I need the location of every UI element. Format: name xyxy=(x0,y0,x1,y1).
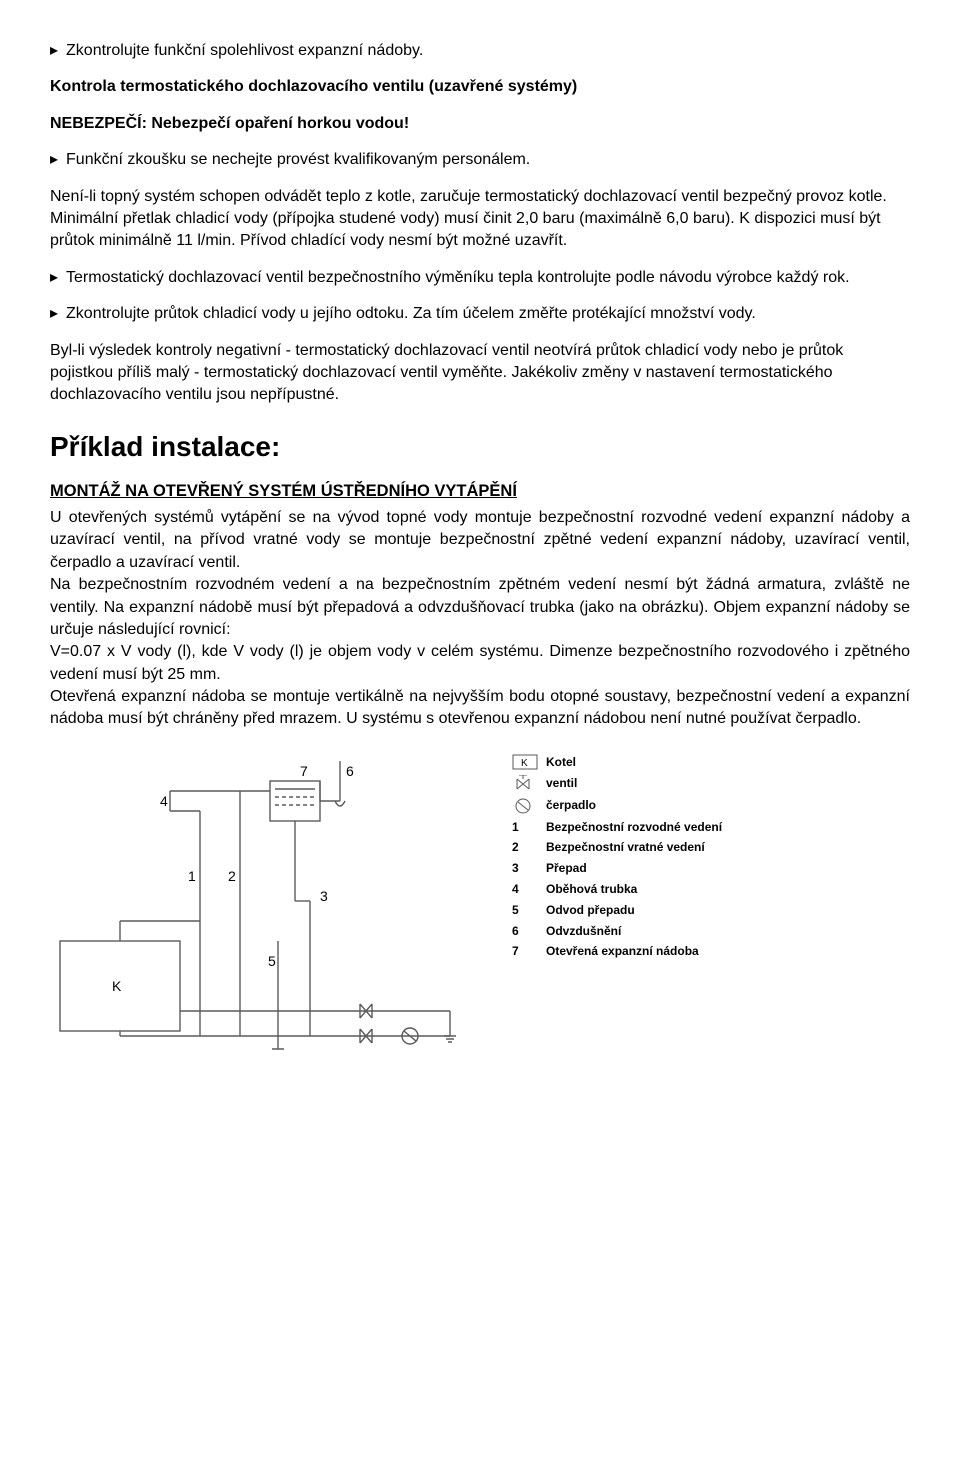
legend-label: Kotel xyxy=(546,753,728,772)
bullet-item: ▸ Zkontrolujte funkční spolehlivost expan… xyxy=(50,40,910,62)
legend-row: čerpadlo xyxy=(512,796,728,816)
heading-danger: NEBEZPEČÍ: Nebezpečí opaření horkou vodo… xyxy=(50,113,910,135)
legend-label: Odvzdušnění xyxy=(546,922,728,941)
legend-label: Otevřená expanzní nádoba xyxy=(546,942,728,961)
legend-row: 7Otevřená expanzní nádoba xyxy=(512,942,728,961)
legend-no: 6 xyxy=(512,922,544,941)
heading-example: Příklad instalace: xyxy=(50,427,910,466)
bullet-icon: ▸ xyxy=(50,40,58,62)
legend-no: 7 xyxy=(512,942,544,961)
svg-text:1: 1 xyxy=(188,868,196,884)
bullet-item: ▸ Funkční zkoušku se nechejte provést kva… xyxy=(50,149,910,171)
legend-no: 5 xyxy=(512,901,544,920)
legend-icon-boiler: K xyxy=(512,753,544,772)
legend-label: čerpadlo xyxy=(546,796,728,816)
legend-row: 1Bezpečnostní rozvodné vedení xyxy=(512,818,728,837)
bullet-text: Zkontrolujte funkční spolehlivost expanz… xyxy=(66,42,423,59)
legend-label: Oběhová trubka xyxy=(546,880,728,899)
legend-row: 4Oběhová trubka xyxy=(512,880,728,899)
legend-row: 5Odvod přepadu xyxy=(512,901,728,920)
legend-row: ventil xyxy=(512,774,728,794)
svg-text:2: 2 xyxy=(228,868,236,884)
paragraph: Na bezpečnostním rozvodném vedení a na b… xyxy=(50,574,910,641)
legend-row: 2Bezpečnostní vratné vedení xyxy=(512,838,728,857)
legend-no: 3 xyxy=(512,859,544,878)
legend-row: K Kotel xyxy=(512,753,728,772)
legend-label: Přepad xyxy=(546,859,728,878)
heading-section: MONTÁŽ NA OTEVŘENÝ SYSTÉM ÚSTŘEDNÍHO VYT… xyxy=(50,480,910,503)
paragraph: Byl-li výsledek kontroly negativní - ter… xyxy=(50,340,910,407)
svg-text:5: 5 xyxy=(268,953,276,969)
bullet-item: ▸ Zkontrolujte průtok chladicí vody u jej… xyxy=(50,303,910,325)
legend-label: Odvod přepadu xyxy=(546,901,728,920)
diagram-row: K 1 2 3 4 5 6 7 K Kotel xyxy=(50,751,910,1051)
legend-row: 3Přepad xyxy=(512,859,728,878)
bullet-text: Termostatický dochlazovací ventil bezpeč… xyxy=(66,269,850,286)
legend-row: 6Odvzdušnění xyxy=(512,922,728,941)
bullet-icon: ▸ xyxy=(50,149,58,171)
heading-control: Kontrola termostatického dochlazovacího … xyxy=(50,76,910,98)
legend-no: 1 xyxy=(512,818,544,837)
bullet-icon: ▸ xyxy=(50,267,58,289)
svg-text:6: 6 xyxy=(346,763,354,779)
legend-label: ventil xyxy=(546,774,728,794)
schematic-diagram: K 1 2 3 4 5 6 7 xyxy=(50,751,480,1051)
paragraph: Otevřená expanzní nádoba se montuje vert… xyxy=(50,686,910,731)
paragraph: V=0.07 x V vody (l), kde V vody (l) je o… xyxy=(50,641,910,686)
legend-table: K Kotel ventil čerpadlo 1Bezpečnostní ro… xyxy=(510,751,730,963)
legend-icon-valve xyxy=(512,774,544,794)
legend-no: 2 xyxy=(512,838,544,857)
bullet-text: Zkontrolujte průtok chladicí vody u její… xyxy=(66,305,756,322)
bullet-icon: ▸ xyxy=(50,303,58,325)
bullet-item: ▸ Termostatický dochlazovací ventil bezpe… xyxy=(50,267,910,289)
bullet-text: Funkční zkoušku se nechejte provést kval… xyxy=(66,151,530,168)
legend-no: 4 xyxy=(512,880,544,899)
svg-text:4: 4 xyxy=(160,793,168,809)
legend-icon-pump xyxy=(512,796,544,816)
legend: K Kotel ventil čerpadlo 1Bezpečnostní ro… xyxy=(510,751,730,963)
svg-text:K: K xyxy=(521,758,528,769)
svg-text:3: 3 xyxy=(320,888,328,904)
paragraph: U otevřených systémů vytápění se na vývo… xyxy=(50,507,910,574)
svg-text:7: 7 xyxy=(300,763,308,779)
legend-label: Bezpečnostní vratné vedení xyxy=(546,838,728,857)
boiler-label: K xyxy=(112,978,122,994)
legend-label: Bezpečnostní rozvodné vedení xyxy=(546,818,728,837)
paragraph: Není-li topný systém schopen odvádět tep… xyxy=(50,186,910,253)
